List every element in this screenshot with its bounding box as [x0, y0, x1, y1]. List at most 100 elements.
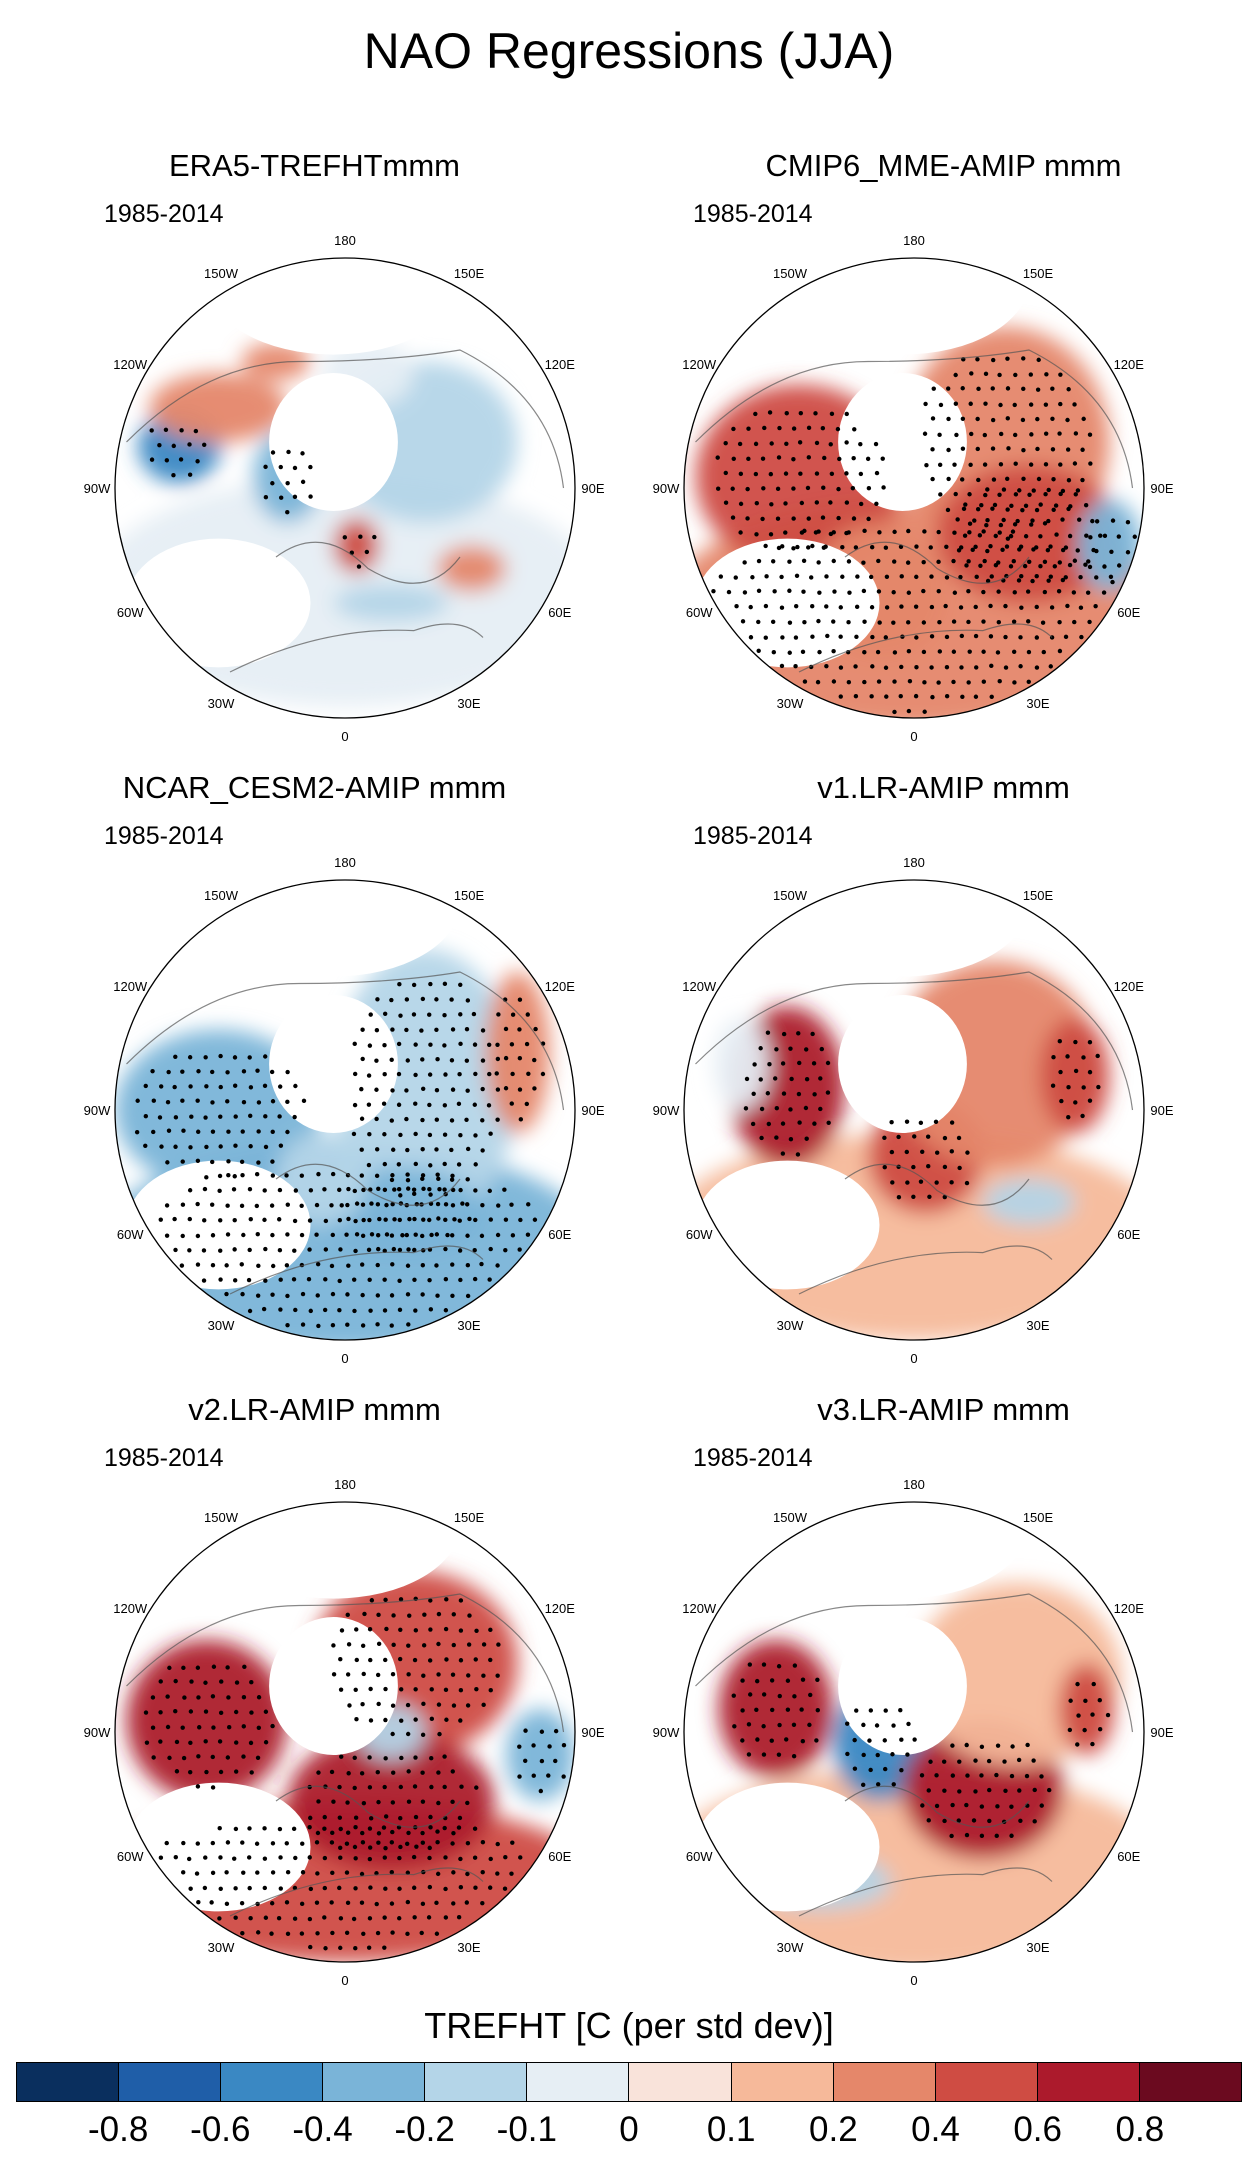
stipple-dot	[1015, 518, 1020, 524]
stipple-dot	[822, 455, 827, 461]
stipple-dot	[452, 1217, 457, 1222]
stipple-dot	[1043, 492, 1048, 497]
stipple-dot	[814, 500, 820, 505]
stipple-dot	[263, 1915, 269, 1920]
stipple-dot	[314, 1232, 319, 1237]
stipple-dot	[368, 1885, 373, 1890]
stipple-dot	[913, 604, 919, 609]
longitude-label: 120W	[113, 979, 148, 994]
stipple-dot	[780, 1121, 786, 1126]
stipple-dot	[793, 664, 798, 669]
stipple-dot	[344, 1232, 349, 1237]
stipple-dot	[397, 982, 402, 987]
stipple-dot	[345, 1672, 351, 1677]
stipple-dot	[420, 1770, 425, 1775]
stipple-dot	[958, 574, 963, 580]
stipple-dot	[201, 1278, 207, 1283]
stipple-dot	[158, 1679, 163, 1684]
colorbar-tick-label: -0.4	[292, 2110, 353, 2149]
stipple-dot	[359, 1147, 364, 1152]
stipple-dot	[300, 451, 305, 456]
longitude-label: 30W	[208, 696, 235, 711]
stipple-dot	[877, 620, 882, 625]
longitude-label: 30E	[457, 696, 480, 711]
stipple-dot	[882, 1738, 887, 1743]
stipple-dot	[397, 1307, 403, 1313]
stipple-dot	[889, 1119, 894, 1125]
stipple-dot	[787, 588, 792, 593]
stipple-dot	[993, 533, 998, 539]
stipple-dot	[925, 1134, 931, 1139]
stipple-dot	[359, 1871, 365, 1877]
stipple-dot	[1098, 533, 1103, 538]
stipple-dot	[285, 1931, 291, 1937]
stipple-dot	[956, 548, 962, 553]
stipple-dot	[934, 1180, 939, 1185]
stipple-dot	[994, 1833, 999, 1839]
longitude-label: 120W	[682, 357, 717, 372]
stipple-dot	[1016, 1757, 1022, 1763]
stipple-dot	[189, 1114, 194, 1119]
stipple-dot	[472, 1276, 478, 1282]
stipple-dot	[359, 1771, 365, 1776]
stipple-dot	[1023, 534, 1029, 539]
stipple-dot	[852, 427, 857, 432]
stipple-dot	[240, 1840, 245, 1845]
stipple-dot	[241, 1870, 246, 1875]
stipple-dot	[249, 1680, 254, 1685]
stipple-dot	[979, 1773, 984, 1778]
stipple-dot	[814, 471, 820, 476]
stipple-dot	[217, 1826, 222, 1831]
stipple-dot	[979, 1804, 985, 1809]
stipple-dot	[367, 1916, 373, 1921]
stipple-dot	[1063, 575, 1068, 580]
stipple-dot	[261, 1306, 267, 1312]
stipple-dot	[180, 1159, 185, 1164]
stipple-dot	[232, 1856, 237, 1861]
stipple-dot	[957, 1165, 962, 1171]
stipple-dot	[352, 1102, 358, 1108]
stipple-dot	[158, 1710, 163, 1715]
stipple-dot	[994, 1772, 999, 1778]
stipple-dot	[553, 1758, 558, 1764]
stipple-dot	[1011, 649, 1017, 654]
stipple-dot	[973, 694, 979, 699]
stipple-dot	[413, 1232, 418, 1237]
stipple-dot	[473, 1188, 478, 1193]
stipple-dot	[421, 1643, 427, 1648]
stipple-dot	[1056, 589, 1062, 594]
stipple-dot	[509, 1042, 515, 1047]
colorbar-swatch	[17, 2063, 120, 2101]
stipple-dot	[420, 1292, 425, 1297]
stipple-dot	[276, 1915, 282, 1921]
stipple-dot	[172, 1084, 177, 1090]
stipple-dot	[374, 1173, 380, 1179]
stipple-dot	[218, 1769, 224, 1775]
stipple-dot	[488, 1627, 493, 1633]
stipple-dot	[1043, 402, 1049, 407]
stipple-dot	[777, 1693, 782, 1699]
stipple-dot	[853, 545, 859, 550]
stipple-dot	[165, 1099, 171, 1105]
stipple-dot	[420, 1086, 426, 1091]
stipple-dot	[1073, 1068, 1079, 1074]
stipple-dot	[953, 491, 958, 497]
stipple-dot	[307, 1916, 313, 1922]
stipple-dot	[785, 1678, 791, 1683]
stipple-dot	[740, 1708, 745, 1713]
stipple-dot	[352, 1785, 357, 1791]
stipple-dot	[293, 1855, 298, 1861]
colorbar-swatch	[935, 2063, 1038, 2101]
longitude-label: 120E	[1114, 357, 1145, 372]
stipple-dot	[465, 1177, 470, 1182]
stipple-dot	[937, 649, 943, 654]
stipple-dot	[998, 402, 1003, 408]
stipple-dot	[877, 530, 882, 535]
longitude-label: 150W	[773, 1510, 808, 1525]
stipple-dot	[420, 1732, 426, 1738]
stipple-dot	[1043, 462, 1049, 467]
stipple-dot	[284, 1173, 289, 1178]
stipple-dot	[389, 997, 394, 1003]
stipple-dot	[322, 1814, 327, 1820]
stipple-dot	[443, 1072, 448, 1077]
